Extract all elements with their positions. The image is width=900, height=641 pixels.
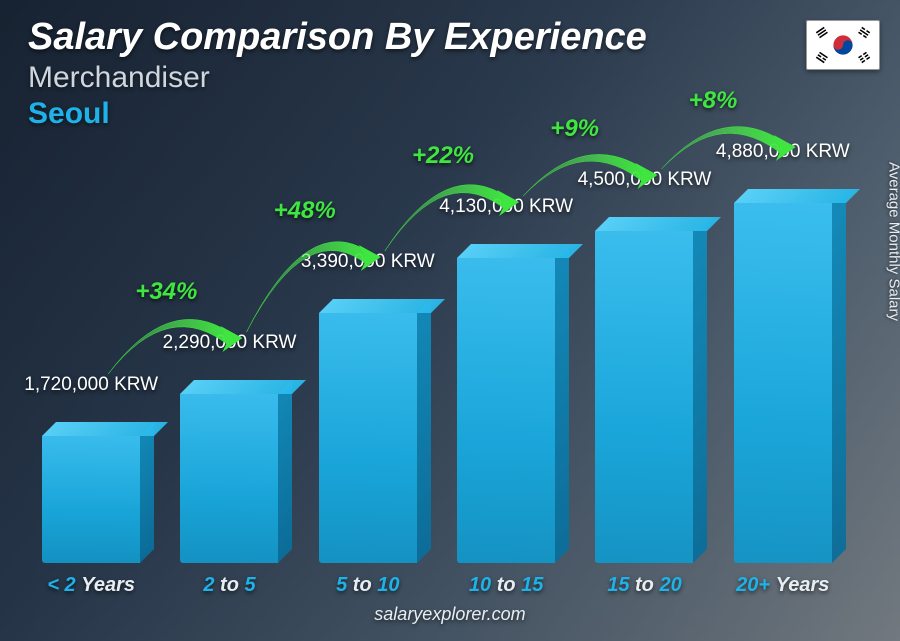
bar-value-label: 3,390,000 KRW bbox=[301, 251, 435, 273]
bar-slot: 3,390,000 KRW5 to 10 bbox=[299, 313, 437, 563]
title-block: Salary Comparison By Experience Merchand… bbox=[28, 16, 647, 131]
bar-top bbox=[595, 217, 721, 231]
bar-front bbox=[42, 436, 140, 563]
bar bbox=[457, 258, 555, 563]
bar-top bbox=[180, 380, 306, 394]
bar-value-label: 2,290,000 KRW bbox=[163, 332, 297, 354]
bar-side bbox=[832, 189, 846, 563]
footer-text: salaryexplorer.com bbox=[374, 604, 525, 624]
title-location: Seoul bbox=[28, 97, 647, 131]
chart-stage: Salary Comparison By Experience Merchand… bbox=[0, 0, 900, 641]
bar-top bbox=[42, 422, 168, 436]
bar-front bbox=[319, 313, 417, 563]
bar-x-label: 2 to 5 bbox=[203, 574, 255, 597]
bars-container: 1,720,000 KRW< 2 Years2,290,000 KRW2 to … bbox=[22, 170, 852, 563]
bar-top bbox=[734, 189, 860, 203]
bar-chart: 1,720,000 KRW< 2 Years2,290,000 KRW2 to … bbox=[22, 170, 852, 563]
bar-value-label: 1,720,000 KRW bbox=[24, 374, 158, 396]
bar-slot: 4,500,000 KRW15 to 20 bbox=[575, 231, 713, 563]
country-flag-icon bbox=[806, 20, 880, 70]
y-axis-label: Average Monthly Salary bbox=[886, 162, 900, 321]
bar-slot: 4,880,000 KRW20+ Years bbox=[714, 203, 852, 563]
bar-side bbox=[417, 299, 431, 563]
bar bbox=[180, 394, 278, 563]
bar-top bbox=[319, 299, 445, 313]
bar-slot: 4,130,000 KRW10 to 15 bbox=[437, 258, 575, 563]
bar-x-label: < 2 Years bbox=[47, 574, 135, 597]
bar-front bbox=[457, 258, 555, 563]
bar-x-label: 10 to 15 bbox=[469, 574, 544, 597]
bar-x-label: 5 to 10 bbox=[336, 574, 399, 597]
bar-value-label: 4,500,000 KRW bbox=[578, 169, 712, 191]
bar-side bbox=[140, 422, 154, 563]
bar-value-label: 4,130,000 KRW bbox=[439, 196, 573, 218]
increase-percent: +8% bbox=[689, 87, 738, 115]
bar-x-label: 20+ Years bbox=[736, 574, 829, 597]
bar bbox=[319, 313, 417, 563]
bar bbox=[42, 436, 140, 563]
bar-front bbox=[595, 231, 693, 563]
increase-percent: +22% bbox=[412, 142, 474, 170]
bar-x-label: 15 to 20 bbox=[607, 574, 682, 597]
bar-slot: 2,290,000 KRW2 to 5 bbox=[160, 394, 298, 563]
bar-side bbox=[555, 244, 569, 563]
footer-attribution: salaryexplorer.com bbox=[0, 604, 900, 625]
title-subtitle: Merchandiser bbox=[28, 61, 647, 95]
title-main: Salary Comparison By Experience bbox=[28, 16, 647, 59]
bar bbox=[734, 203, 832, 563]
bar-side bbox=[693, 217, 707, 563]
bar-front bbox=[734, 203, 832, 563]
bar-slot: 1,720,000 KRW< 2 Years bbox=[22, 436, 160, 563]
bar-value-label: 4,880,000 KRW bbox=[716, 141, 850, 163]
bar-top bbox=[457, 244, 583, 258]
bar bbox=[595, 231, 693, 563]
bar-side bbox=[278, 380, 292, 563]
bar-front bbox=[180, 394, 278, 563]
